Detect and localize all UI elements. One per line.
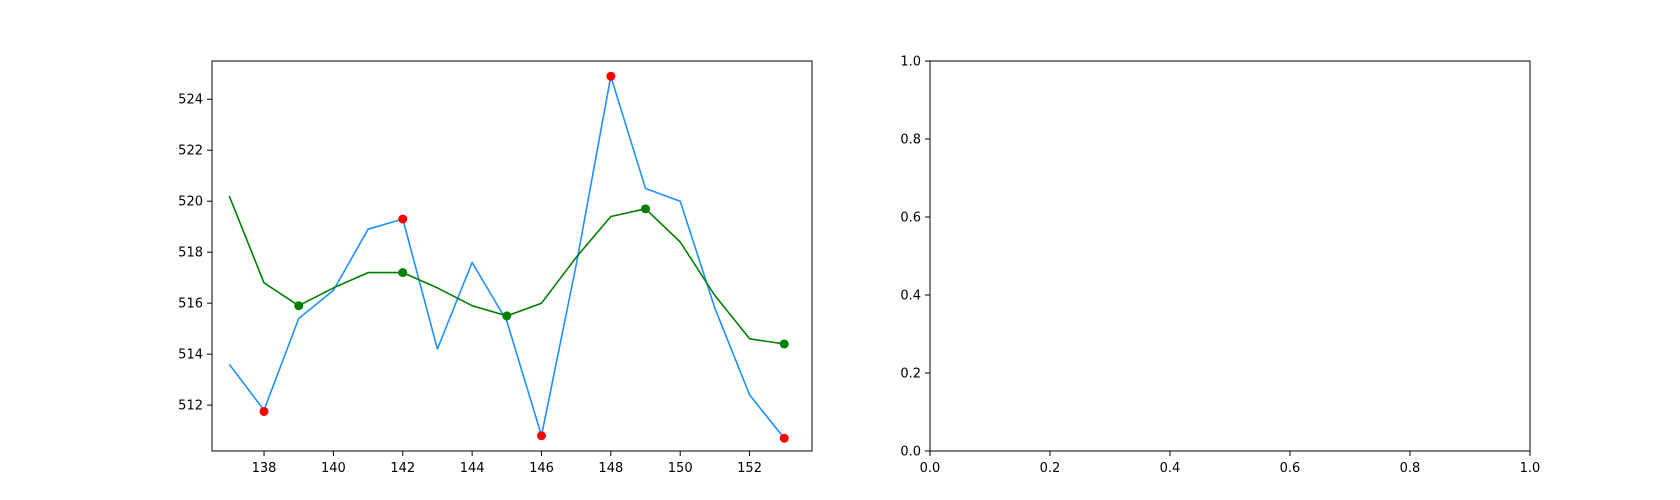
marker-point-0 [259, 406, 269, 416]
marker-point-0 [779, 433, 789, 443]
marker-point-1 [641, 204, 651, 214]
x-tick-label: 0.8 [1400, 461, 1421, 476]
x-tick-label: 150 [668, 461, 693, 476]
marker-point-0 [536, 431, 546, 441]
plot-frame [929, 60, 1531, 452]
y-tick-label: 0.6 [900, 211, 921, 226]
marker-point-1 [294, 301, 304, 311]
marker-point-0 [606, 71, 616, 81]
marker-point-1 [779, 339, 789, 349]
x-tick-label: 144 [460, 461, 485, 476]
x-tick-label: 146 [529, 461, 554, 476]
x-tick-label: 152 [737, 461, 762, 476]
right-axes: 0.0 0.2 0.4 0.6 0.8 1.0 0.0 0.2 0.4 0.6 0.8 1.0 [900, 55, 1540, 477]
y-tick-label: 514 [178, 348, 203, 363]
x-tick-label: 140 [321, 461, 346, 476]
series-line-0 [228, 75, 785, 439]
marker-point-1 [398, 268, 408, 278]
y-tick-label: 0.4 [900, 289, 921, 304]
y-tick-label: 518 [178, 246, 203, 261]
x-tick-label: 0.6 [1280, 461, 1301, 476]
x-tick-label: 148 [598, 461, 623, 476]
x-tick-label: 0.4 [1160, 461, 1181, 476]
x-tick-label: 0.2 [1040, 461, 1061, 476]
x-tick-label: 138 [252, 461, 277, 476]
y-tick-label: 520 [178, 195, 203, 210]
left-axes: 138 140 142 144 146 148 150 152 512 514 516 518 520 5… [178, 60, 813, 476]
marker-point-1 [502, 311, 512, 321]
plot-frame [211, 60, 813, 452]
y-tick-label: 1.0 [900, 55, 921, 70]
y-tick-label: 522 [178, 144, 203, 159]
x-tick-label: 1.0 [1520, 461, 1541, 476]
marker-point-0 [398, 214, 408, 224]
x-tick-label: 142 [390, 461, 415, 476]
y-tick-label: 0.0 [900, 445, 921, 460]
y-tick-label: 524 [178, 93, 203, 108]
y-tick-label: 512 [178, 399, 203, 414]
y-tick-label: 516 [178, 297, 203, 312]
x-tick-label: 0.0 [920, 461, 941, 476]
y-tick-label: 0.8 [900, 133, 921, 148]
y-tick-label: 0.2 [900, 367, 921, 382]
